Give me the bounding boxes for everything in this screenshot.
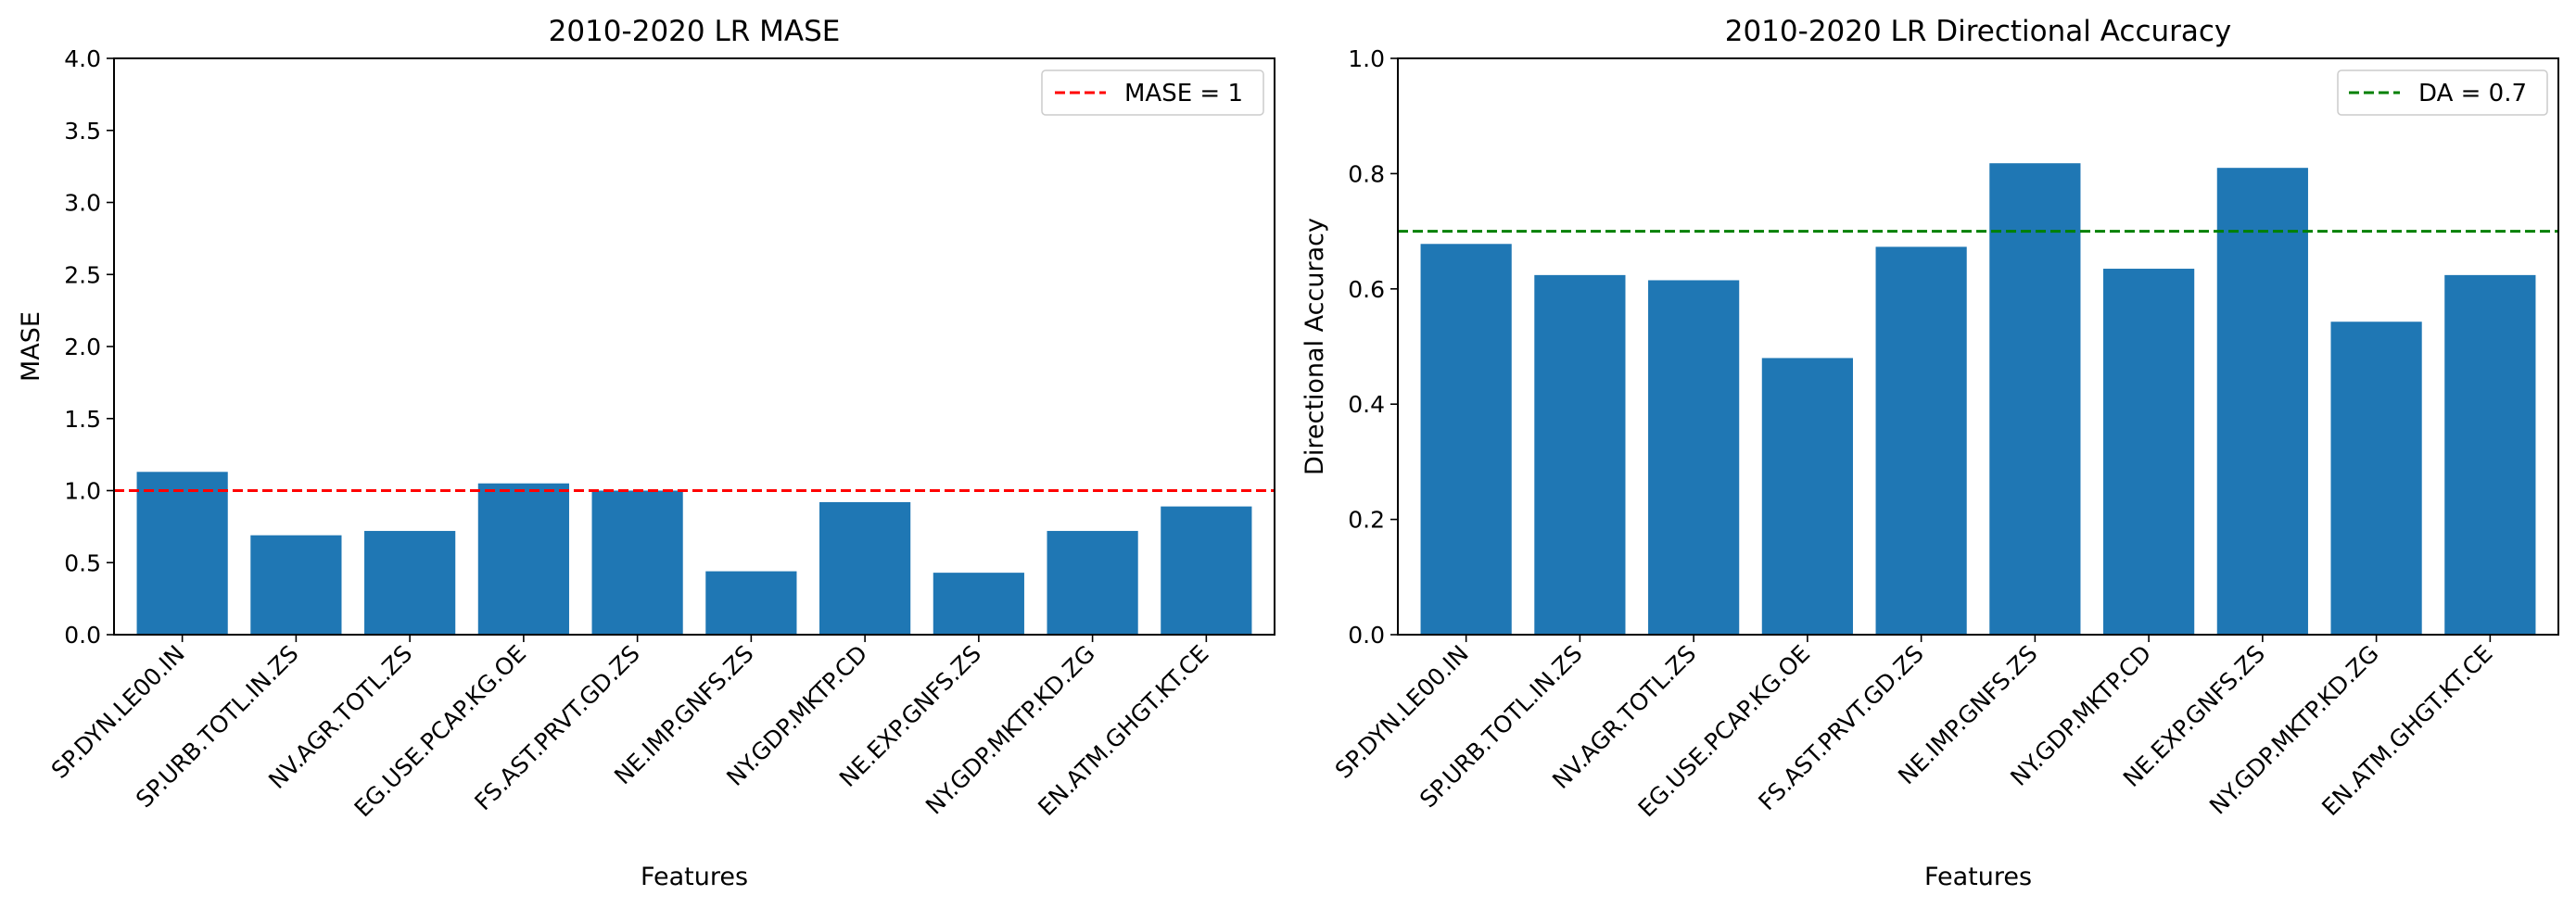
y-tick-label: 3.5	[64, 118, 101, 145]
legend: MASE = 1	[1041, 69, 1264, 116]
mase-chart: 2010-2020 LR MASE 0.0 0.5 1.0 1.5 2.0 2.5 3.0 3…	[17, 15, 1275, 891]
bar	[819, 501, 911, 635]
bar	[2103, 269, 2195, 635]
plot-frame	[1397, 57, 2559, 636]
bar	[1761, 358, 1853, 635]
bar	[1420, 244, 1512, 635]
bar	[1047, 531, 1138, 635]
legend-label: MASE = 1	[1124, 80, 1243, 107]
y-tick-label: 0.0	[64, 622, 101, 649]
y-tick-label: 1.0	[64, 478, 101, 505]
y-tick-label: 4.0	[64, 45, 101, 72]
bar	[1875, 246, 1967, 635]
y-tick-label: 0.4	[1348, 391, 1385, 418]
legend-label: DA = 0.7	[2418, 80, 2527, 107]
y-tick-label: 2.0	[64, 334, 101, 360]
y-tick-label: 0.8	[1348, 160, 1385, 187]
bar	[2330, 322, 2422, 635]
y-tick-label: 0.6	[1348, 276, 1385, 303]
bar	[477, 483, 569, 635]
chart-title: 2010-2020 LR MASE	[549, 15, 841, 48]
legend-box	[2337, 69, 2548, 116]
bar	[136, 472, 228, 635]
y-tick-label: 2.5	[64, 261, 101, 288]
x-axis-label: Features	[1924, 863, 2032, 891]
y-axis-label: MASE	[17, 311, 45, 382]
y-tick-label: 0.2	[1348, 507, 1385, 534]
bar	[1534, 274, 1626, 635]
y-tick-label: 0.5	[64, 549, 101, 576]
bar	[933, 573, 1024, 635]
bar	[1989, 163, 2081, 635]
x-axis-label: Features	[641, 863, 748, 891]
y-tick-label: 1.0	[1348, 45, 1385, 72]
y-axis: 0.0 0.5 1.0 1.5 2.0 2.5 3.0 3.5 4.0	[64, 45, 114, 649]
bar	[2216, 168, 2308, 635]
bar	[364, 531, 456, 635]
y-tick-label: 0.0	[1348, 622, 1385, 649]
y-tick-label: 1.5	[64, 406, 101, 433]
bar	[1161, 506, 1252, 635]
legend: DA = 0.7	[2337, 69, 2548, 116]
y-axis-label: Directional Accuracy	[1301, 218, 1329, 475]
bar	[250, 535, 342, 635]
y-tick-label: 3.0	[64, 190, 101, 217]
bar	[591, 490, 683, 635]
y-axis: 0.0 0.2 0.4 0.6 0.8 1.0	[1348, 45, 1398, 649]
bar	[705, 571, 797, 635]
legend-box	[1041, 69, 1264, 116]
chart-title: 2010-2020 LR Directional Accuracy	[1725, 15, 2232, 48]
bar	[2444, 274, 2536, 635]
bar	[1648, 280, 1740, 635]
